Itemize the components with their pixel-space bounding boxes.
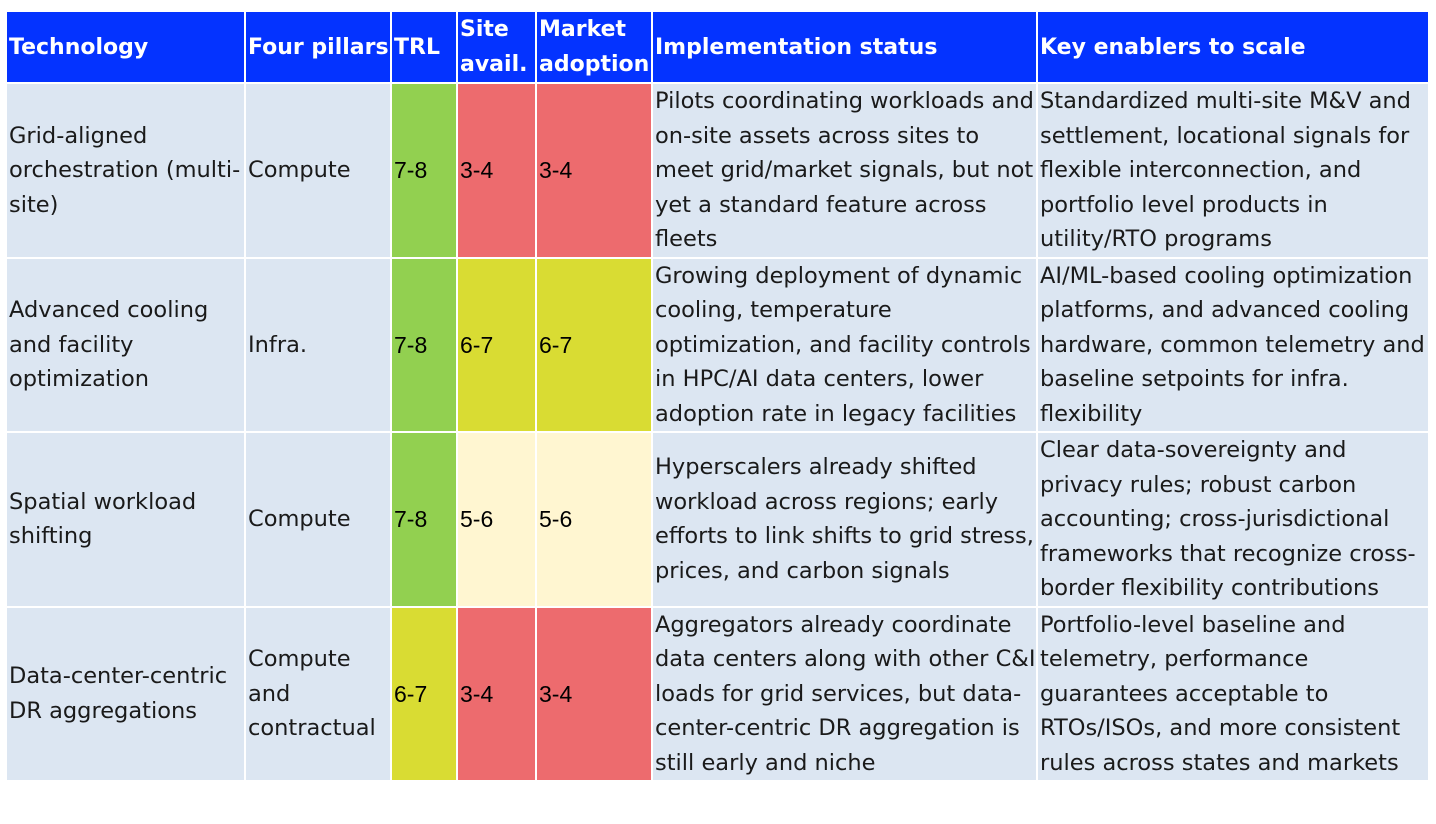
implementation-status-cell: Hyperscalers already shifted workload ac… <box>651 431 1038 608</box>
header-row: Technology Four pillars TRL Site avail. M… <box>5 10 1430 84</box>
key-enablers-cell: Clear data-sovereignty and privacy rules… <box>1036 431 1430 608</box>
pillars-cell: Infra. <box>244 256 392 433</box>
header-market-line1: Market <box>539 17 627 42</box>
pillars-cell: Compute <box>244 431 392 608</box>
header-implementation-status: Implementation status <box>651 10 1038 84</box>
trl-cell: 6-7 <box>390 605 458 782</box>
table-row: Spatial workload shifting Compute 7-8 5-… <box>5 431 1430 608</box>
technology-cell: Grid-aligned orchestration (multi-site) <box>5 82 246 259</box>
key-enablers-cell: Standardized multi-site M&V and settleme… <box>1036 82 1430 259</box>
market-adoption-cell: 5-6 <box>535 431 653 608</box>
header-market-line2: adoption <box>539 52 650 77</box>
implementation-status-cell: Growing deployment of dynamic cooling, t… <box>651 256 1038 433</box>
technology-cell: Data-center-centric DR aggregations <box>5 605 246 782</box>
market-adoption-cell: 6-7 <box>535 256 653 433</box>
technology-comparison-table: Technology Four pillars TRL Site avail. M… <box>5 10 1430 782</box>
header-four-pillars: Four pillars <box>244 10 392 84</box>
site-availability-cell: 3-4 <box>456 82 537 259</box>
header-trl: TRL <box>390 10 458 84</box>
header-technology: Technology <box>5 10 246 84</box>
trl-cell: 7-8 <box>390 82 458 259</box>
table-row: Data-center-centric DR aggregations Comp… <box>5 605 1430 782</box>
market-adoption-cell: 3-4 <box>535 82 653 259</box>
table-row: Grid-aligned orchestration (multi-site) … <box>5 82 1430 259</box>
market-adoption-cell: 3-4 <box>535 605 653 782</box>
technology-cell: Advanced cooling and facility optimizati… <box>5 256 246 433</box>
key-enablers-cell: AI/ML-based cooling optimization platfor… <box>1036 256 1430 433</box>
site-availability-cell: 5-6 <box>456 431 537 608</box>
technology-cell: Spatial workload shifting <box>5 431 246 608</box>
trl-cell: 7-8 <box>390 431 458 608</box>
header-key-enablers: Key enablers to scale <box>1036 10 1430 84</box>
header-site-line1: Site <box>460 17 509 42</box>
site-availability-cell: 6-7 <box>456 256 537 433</box>
header-market-adoption: Market adoption <box>535 10 653 84</box>
header-site-availability: Site avail. <box>456 10 537 84</box>
implementation-status-cell: Pilots coordinating workloads and on-sit… <box>651 82 1038 259</box>
key-enablers-cell: Portfolio-level baseline and telemetry, … <box>1036 605 1430 782</box>
pillars-cell: Compute <box>244 82 392 259</box>
header-site-line2: avail. <box>460 52 528 77</box>
trl-cell: 7-8 <box>390 256 458 433</box>
site-availability-cell: 3-4 <box>456 605 537 782</box>
implementation-status-cell: Aggregators already coordinate data cent… <box>651 605 1038 782</box>
pillars-cell: Compute and contractual <box>244 605 392 782</box>
table-row: Advanced cooling and facility optimizati… <box>5 256 1430 433</box>
